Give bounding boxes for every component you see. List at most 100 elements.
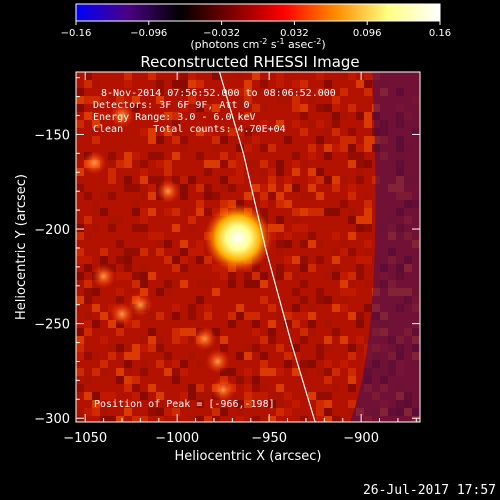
heatmap-pixel xyxy=(204,96,212,104)
heatmap-pixel xyxy=(172,224,180,232)
heatmap-pixel xyxy=(76,184,84,192)
heatmap-pixel xyxy=(92,320,100,328)
heatmap-pixel xyxy=(132,200,140,208)
heatmap-pixel xyxy=(132,104,140,112)
heatmap-pixel xyxy=(84,256,92,264)
heatmap-pixel xyxy=(188,352,196,360)
heatmap-pixel xyxy=(196,296,204,304)
heatmap-pixel xyxy=(92,352,100,360)
heatmap-pixel xyxy=(252,184,260,192)
heatmap-pixel xyxy=(172,264,180,272)
heatmap-pixel xyxy=(164,256,172,264)
heatmap-pixel xyxy=(268,224,276,232)
heatmap-pixel xyxy=(156,240,164,248)
heatmap-pixel xyxy=(172,376,180,384)
heatmap-pixel xyxy=(156,160,164,168)
heatmap-pixel xyxy=(196,152,204,160)
heatmap-pixel xyxy=(300,296,308,304)
heatmap-pixel xyxy=(316,344,324,352)
heatmap-pixel xyxy=(364,256,372,264)
heatmap-pixel xyxy=(132,96,140,104)
heatmap-pixel xyxy=(300,360,308,368)
heatmap-pixel xyxy=(156,312,164,320)
heatmap-pixel xyxy=(164,208,172,216)
heatmap-pixel xyxy=(332,264,340,272)
heatmap-pixel xyxy=(316,256,324,264)
heatmap-pixel xyxy=(316,392,324,400)
heatmap-pixel xyxy=(156,232,164,240)
heatmap-pixel xyxy=(300,368,308,376)
heatmap-pixel xyxy=(292,168,300,176)
heatmap-pixel xyxy=(260,336,268,344)
heatmap-pixel xyxy=(364,144,372,152)
heatmap-pixel xyxy=(172,112,180,120)
heatmap-pixel xyxy=(148,344,156,352)
heatmap-pixel xyxy=(180,88,188,96)
heatmap-pixel xyxy=(92,288,100,296)
heatmap-pixel xyxy=(220,184,228,192)
heatmap-pixel xyxy=(316,72,324,80)
observation-info: 8-Nov-2014 07:56:52.000 to 08:06:52.000 … xyxy=(93,88,336,135)
heatmap-pixel xyxy=(348,312,356,320)
heatmap-pixel xyxy=(292,80,300,88)
heatmap-pixel xyxy=(236,88,244,96)
colorbar-tick-label: −0.16 xyxy=(61,28,92,39)
heatmap-pixel xyxy=(324,360,332,368)
heatmap-pixel xyxy=(356,112,364,120)
heatmap-pixel xyxy=(364,112,372,120)
heatmap-pixel xyxy=(172,360,180,368)
heatmap-pixel xyxy=(92,368,100,376)
heatmap-pixel xyxy=(364,72,372,80)
heatmap-pixel xyxy=(212,192,220,200)
heatmap-pixel xyxy=(284,272,292,280)
heatmap-pixel xyxy=(340,144,348,152)
heatmap-pixel xyxy=(348,152,356,160)
heatmap-pixel xyxy=(300,264,308,272)
heatmap-pixel xyxy=(172,312,180,320)
heatmap-pixel xyxy=(300,256,308,264)
heatmap-pixel xyxy=(84,312,92,320)
heatmap-pixel xyxy=(236,160,244,168)
heatmap-pixel xyxy=(332,368,340,376)
heatmap-pixel xyxy=(92,120,100,128)
heatmap-pixel xyxy=(292,104,300,112)
heatmap-pixel xyxy=(276,312,284,320)
heatmap-pixel xyxy=(244,272,252,280)
heatmap-pixel xyxy=(308,144,316,152)
heatmap-pixel xyxy=(100,192,108,200)
heatmap-pixel xyxy=(348,136,356,144)
heatmap-pixel xyxy=(148,152,156,160)
heatmap-pixel xyxy=(364,200,372,208)
heatmap-pixel xyxy=(180,208,188,216)
heatmap-pixel xyxy=(244,400,252,408)
heatmap-pixel xyxy=(92,224,100,232)
heatmap-pixel xyxy=(132,320,140,328)
heatmap-pixel xyxy=(292,256,300,264)
heatmap-pixel xyxy=(324,368,332,376)
heatmap-pixel xyxy=(116,256,124,264)
heatmap-pixel xyxy=(316,368,324,376)
heatmap-pixel xyxy=(140,280,148,288)
heatmap-pixel xyxy=(172,408,180,416)
colorbar-tick-label: −0.096 xyxy=(130,28,167,39)
heatmap-pixel xyxy=(348,128,356,136)
heatmap-pixel xyxy=(244,312,252,320)
heatmap-pixel xyxy=(84,112,92,120)
heatmap-pixel xyxy=(204,304,212,312)
heatmap-pixel xyxy=(220,368,228,376)
heatmap-pixel xyxy=(156,248,164,256)
heatmap-pixel xyxy=(92,112,100,120)
heatmap-pixel xyxy=(188,392,196,400)
heatmap-pixel xyxy=(220,160,228,168)
colorbar: −0.16 −0.096 −0.032 0.032 0.096 0.16 (photons… xyxy=(61,3,451,51)
heatmap-pixel xyxy=(156,416,164,422)
heatmap-pixel xyxy=(244,96,252,104)
heatmap-pixel xyxy=(364,80,372,88)
heatmap-pixel xyxy=(284,200,292,208)
heatmap-pixel xyxy=(148,272,156,280)
heatmap-pixel xyxy=(252,104,260,112)
heatmap-pixel xyxy=(340,360,348,368)
heatmap-pixel xyxy=(236,400,244,408)
heatmap-pixel xyxy=(164,368,172,376)
heatmap-pixel xyxy=(156,408,164,416)
